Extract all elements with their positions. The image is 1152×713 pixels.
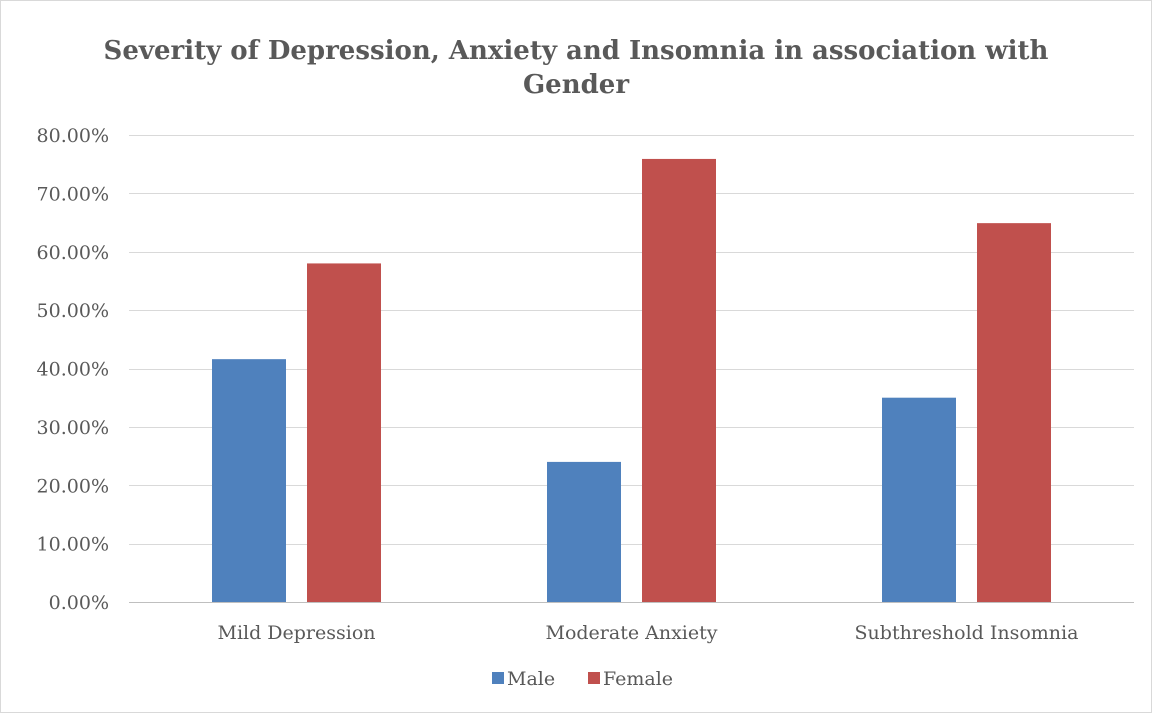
legend-label-female: Female: [603, 668, 673, 690]
chart-title: Severity of Depression, Anxiety and Inso…: [1, 34, 1151, 102]
category-label: Mild Depression: [217, 622, 375, 644]
y-tick-label: 80.00%: [37, 125, 109, 147]
y-tick-label: 0.00%: [49, 592, 109, 614]
bars: [212, 158, 1051, 603]
legend: Male Female: [492, 668, 673, 690]
y-tick-label: 70.00%: [37, 183, 109, 205]
legend-label-male: Male: [507, 668, 555, 690]
bar-male-3: [882, 397, 956, 602]
x-axis-category-labels: Mild Depression Moderate Anxiety Subthresh…: [217, 622, 1078, 644]
y-axis-tick-labels: 0.00% 10.00% 20.00% 30.00% 40.00% 50.00% 60.00…: [37, 125, 109, 614]
chart-title-line-1: Severity of Depression, Anxiety and Inso…: [103, 36, 1049, 66]
y-tick-label: 40.00%: [37, 359, 109, 381]
y-tick-label: 50.00%: [37, 300, 109, 322]
y-tick-label: 60.00%: [37, 242, 109, 264]
category-label: Moderate Anxiety: [546, 622, 718, 644]
chart-title-line-2: Gender: [522, 70, 630, 100]
y-tick-label: 30.00%: [37, 417, 109, 439]
y-tick-label: 10.00%: [37, 534, 109, 556]
legend-swatch-male: [492, 672, 504, 684]
legend-swatch-female: [588, 672, 600, 684]
bar-male-1: [212, 359, 286, 602]
bar-female-2: [642, 158, 716, 602]
bar-female-3: [977, 223, 1051, 603]
y-tick-label: 20.00%: [37, 475, 109, 497]
gridlines: [129, 135, 1134, 603]
bar-male-2: [547, 461, 621, 602]
category-label: Subthreshold Insomnia: [855, 622, 1079, 644]
bar-female-1: [307, 263, 381, 602]
